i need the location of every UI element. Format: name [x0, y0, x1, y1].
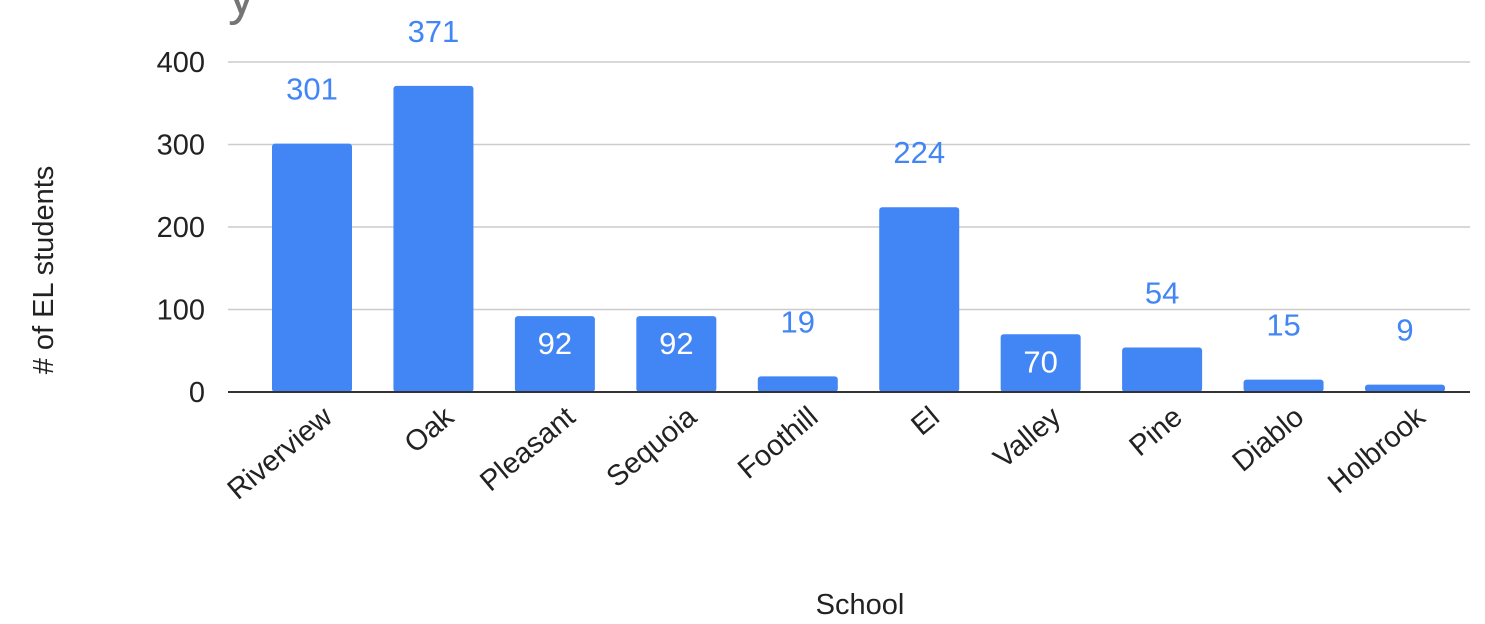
- data-label: 9: [1396, 313, 1413, 348]
- x-tick-label: Holbrook: [1322, 401, 1432, 500]
- data-label: 19: [781, 304, 815, 339]
- x-axis-labels: Riverview Oak Pleasant Sequoia Foothill El Val…: [222, 400, 1432, 506]
- data-labels: 301 371 92 92 19 224 70 54 15 9: [286, 14, 1413, 379]
- bar: [393, 85, 474, 393]
- bar: [757, 376, 838, 392]
- x-tick-label: Pine: [1124, 401, 1189, 463]
- y-tick-label: 0: [189, 377, 205, 409]
- data-label: 92: [538, 326, 572, 361]
- bar: [1122, 347, 1203, 392]
- data-label: 224: [893, 135, 945, 170]
- bar: [879, 207, 960, 392]
- data-label: 70: [1023, 344, 1057, 379]
- bar: [1365, 384, 1445, 392]
- x-tick-label: El: [905, 401, 945, 442]
- x-tick-label: Sequoia: [601, 400, 704, 493]
- bar: [1000, 334, 1081, 392]
- x-tick-label: Pleasant: [474, 401, 581, 498]
- bar: [1243, 379, 1324, 392]
- bars: [272, 85, 1445, 393]
- x-tick-label: Diablo: [1227, 401, 1311, 478]
- bar: [514, 316, 595, 392]
- data-label: 92: [659, 326, 693, 361]
- bar: [272, 143, 352, 392]
- x-tick-label: Foothill: [732, 401, 824, 486]
- x-tick-label: Valley: [988, 401, 1068, 475]
- y-tick-label: 200: [157, 212, 205, 244]
- data-label: 371: [408, 14, 460, 49]
- y-axis-title: # of EL students: [28, 166, 60, 375]
- x-tick-label: Riverview: [222, 400, 340, 506]
- y-tick-label: 100: [157, 295, 205, 327]
- x-axis-title: School: [816, 589, 905, 621]
- y-tick-label: 400: [157, 47, 205, 79]
- y-tick-label: 300: [157, 130, 205, 162]
- data-label: 301: [286, 72, 338, 107]
- chart-title-fragment: y: [228, 0, 255, 26]
- data-label: 54: [1145, 275, 1179, 310]
- data-label: 15: [1266, 308, 1300, 343]
- x-tick-label: Oak: [399, 401, 461, 460]
- y-axis-ticks: 0 100 200 300 400: [157, 47, 205, 409]
- bar: [636, 316, 717, 392]
